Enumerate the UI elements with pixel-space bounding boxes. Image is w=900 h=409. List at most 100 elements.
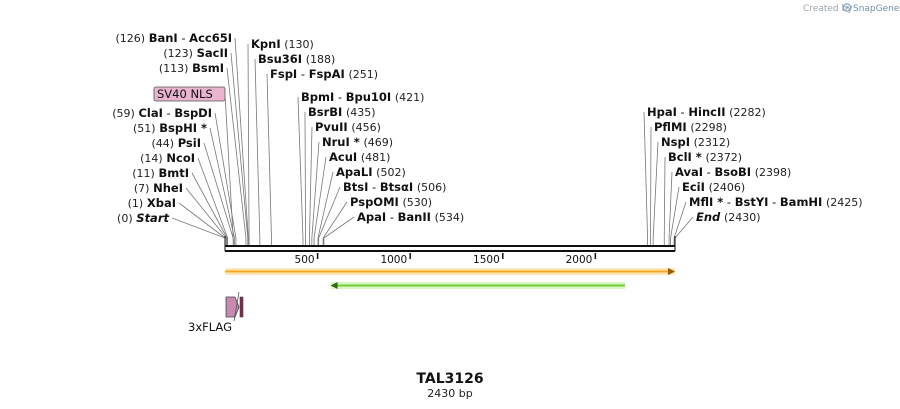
site-position: (435) [346,106,376,119]
flag-tag-arrow [225,296,240,318]
enzyme-name: XbaI [147,196,176,210]
enzyme-name: ApaI [357,210,386,224]
site-position: (2298) [690,121,727,134]
map-length: 2430 bp [427,387,472,400]
enzyme-name: HincII [688,105,725,119]
sv40-nls-connector [224,93,234,245]
site-label: AvaI - BsoBI (2398) [675,165,791,179]
enzyme-name: - [723,195,734,209]
site-label: PflMI (2298) [654,120,727,134]
enzyme-name: AcuI [329,150,357,164]
site-connector [304,111,306,246]
site-label: (59) ClaI - BspDI [112,106,212,120]
site-connector [652,141,659,246]
snapgene-credit: Created by SnapGene [803,3,900,14]
site-label: (7) NheI [134,181,183,195]
enzyme-name: PsiI [178,136,201,150]
site-position: (188) [306,53,336,66]
site-label: (1) XbaI [128,196,176,210]
enzyme-name: End [696,210,721,224]
site-label: (113) BsmI [159,61,224,75]
site-label: HpaI - HincII (2282) [647,105,766,119]
site-connector [247,43,250,246]
restriction-site-labels: (126) BanI - Acc65I(123) SacII(113) BsmI… [112,31,862,225]
credit-prefix: Created by [803,4,853,14]
site-label: ApaI - BanII (534) [357,210,464,224]
site-position: (44) [151,137,174,150]
site-connector [323,216,355,246]
site-connector [230,52,249,246]
enzyme-name: HpaI [647,105,677,119]
ruler-tick-label: 1000 [380,254,407,266]
site-label: BtsI - BtsαI (506) [343,180,446,194]
site-position: (2282) [729,106,766,119]
snapgene-logo-icon [842,3,852,12]
site-label: KpnI (130) [251,37,314,51]
site-position: (126) [115,32,145,45]
enzyme-name: - [163,106,174,120]
site-position: (506) [417,181,447,194]
site-connector [318,186,341,246]
orf-forward-arrowhead [668,268,675,275]
enzyme-name: Acc65I [189,31,232,45]
enzyme-name: BclI * [668,150,702,164]
enzyme-name: - [297,67,308,81]
site-connector [322,201,348,246]
enzyme-name: EciI [682,180,705,194]
site-position: (530) [402,196,432,209]
enzyme-name: - [703,165,714,179]
enzyme-name: BsoBI [715,165,752,179]
features: SV40 NLS 3xFLAG [153,86,675,334]
site-label: NspI (2312) [661,135,730,149]
enzyme-name: Bpu10I [346,90,391,104]
site-connector [178,202,226,246]
enzyme-name: NcoI [166,151,195,165]
enzyme-name: ApaLI [336,165,373,179]
site-label: (123) SacII [163,46,228,60]
site-label: (0) Start [117,211,169,225]
enzyme-name: ClaI [138,106,162,120]
site-label: (11) BmtI [132,166,189,180]
site-connector [234,37,249,246]
enzyme-name: PspOMI [350,195,399,209]
site-label: (51) BspHI * [133,121,207,135]
site-position: (2398) [755,166,792,179]
flag-tag-label: 3xFLAG [188,320,232,334]
site-connector [226,67,247,246]
site-position: (130) [284,38,314,51]
site-connector [254,58,261,246]
enzyme-name: BanI [149,31,178,45]
site-position: (2312) [694,136,731,149]
enzyme-name: BstYI [735,195,769,209]
enzyme-name: MflI * [689,195,723,209]
site-connector [214,112,237,246]
enzyme-name: FspI [270,67,297,81]
enzyme-name: SacII [197,46,228,60]
site-label: NruI * (469) [322,135,393,149]
site-position: (251) [348,68,378,81]
enzyme-name: BtsαI [380,180,413,194]
site-label: Bsu36I (188) [258,52,335,66]
enzyme-name: AvaI [675,165,703,179]
site-position: (7) [134,182,150,195]
site-connector [185,187,227,246]
site-label: BclI * (2372) [668,150,742,164]
site-position: (2425) [826,196,863,209]
enzyme-name: BspHI * [159,121,207,135]
site-position: (11) [132,167,155,180]
sv40-nls-label: SV40 NLS [157,87,213,101]
site-position: (14) [140,152,163,165]
enzyme-name: - [768,195,779,209]
ruler-tick-label: 2000 [566,254,593,266]
site-position: (481) [361,151,391,164]
site-label: PvuII (456) [315,120,381,134]
site-connector [191,172,228,246]
ruler-tick-label: 1500 [473,254,500,266]
map-title: TAL3126 [416,371,483,387]
site-label: AcuI (481) [329,150,390,164]
site-position: (59) [112,107,135,120]
site-label: PspOMI (530) [350,195,432,209]
site-position: (1) [128,197,144,210]
site-connector [311,141,320,246]
